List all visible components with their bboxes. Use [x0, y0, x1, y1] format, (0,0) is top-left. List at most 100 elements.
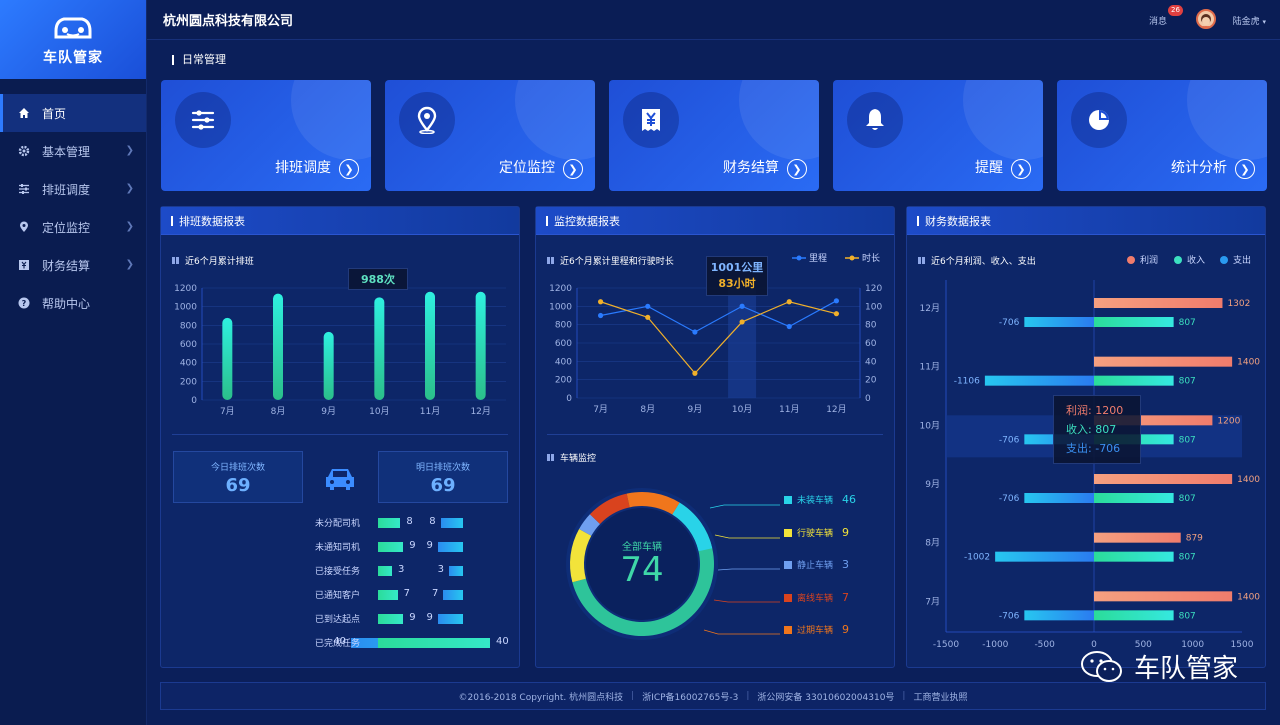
data-label-expense: -706	[999, 318, 1020, 328]
line-duration	[600, 301, 837, 375]
arrow-right-icon[interactable]: ❯	[563, 159, 583, 179]
monitor-subtitle: 近6个月累计里程和行驶时长	[547, 254, 674, 267]
y-tick-label: 600	[555, 339, 572, 349]
tooltip-income-value: 807	[1095, 423, 1117, 436]
status-value: 9	[842, 623, 850, 636]
row-left-bar	[437, 542, 463, 552]
bar-profit	[1094, 591, 1233, 602]
arrow-right-icon[interactable]: ❯	[339, 159, 359, 179]
legend-expense-label: 支出	[1233, 256, 1252, 266]
user-menu[interactable]: 陆金虎 ▾	[1233, 14, 1266, 27]
row-right-value: 40	[496, 636, 509, 647]
card-location[interactable]: 定位监控 ❯	[385, 80, 595, 191]
status-label: 过期车辆	[797, 626, 834, 636]
legend-profit: 利润	[1127, 253, 1158, 266]
card-scheduling[interactable]: 排班调度 ❯	[161, 80, 371, 191]
bar-profit	[1094, 532, 1181, 543]
footer-license-link[interactable]: 工商营业执照	[913, 692, 968, 703]
bar-income	[1094, 551, 1174, 562]
today-schedule-label: 今日排班次数	[210, 463, 265, 473]
donut-slice-highlight	[672, 502, 713, 552]
messages-button[interactable]: 消息 26	[1149, 5, 1183, 27]
legend-duration-label: 时长	[862, 254, 881, 264]
bar	[222, 317, 233, 400]
watermark: 车队管家	[1080, 648, 1238, 685]
monitor-panel-title: 监控数据报表	[536, 207, 894, 235]
sidebar-item-finance[interactable]: 财务结算 ❯	[0, 246, 146, 284]
point-mileage	[739, 303, 745, 309]
data-label-expense: -706	[999, 494, 1020, 504]
bar-expense	[1024, 610, 1094, 621]
x-tick-label: 8月	[640, 404, 655, 415]
schedule-status-row: 8 未分配司机 8	[160, 516, 520, 530]
status-value: 46	[842, 493, 857, 506]
status-swatch	[784, 593, 792, 602]
schedule-subtitle: 近6个月累计排班	[172, 254, 254, 267]
arrow-right-icon[interactable]: ❯	[787, 159, 807, 179]
leader-line	[714, 534, 780, 539]
arrow-right-icon[interactable]: ❯	[1235, 159, 1255, 179]
y-tick-label: 0	[566, 394, 572, 404]
vehicle-status-item: 行驶车辆 9	[784, 526, 849, 539]
card-finance[interactable]: 财务结算 ❯	[609, 80, 819, 191]
status-label: 静止车辆	[797, 561, 834, 571]
footer-police-link[interactable]: 浙公网安备 33010602004310号	[757, 692, 895, 703]
schedule-status-row: 9 未通知司机 9	[160, 540, 520, 554]
tooltip-expense-value: -706	[1095, 442, 1121, 455]
leader-line	[717, 568, 780, 571]
x-tick-label: 11月	[420, 406, 440, 417]
point-mileage	[597, 312, 604, 319]
card-reminder[interactable]: 提醒 ❯	[833, 80, 1043, 191]
sidebar-item-scheduling[interactable]: 排班调度 ❯	[0, 170, 146, 208]
location-pin-icon	[18, 221, 30, 233]
legend-income: 收入	[1174, 253, 1205, 266]
card-statistics[interactable]: 统计分析 ❯	[1057, 80, 1267, 191]
finance-panel-title: 财务数据报表	[907, 207, 1265, 235]
row-left-bar	[443, 590, 463, 600]
schedule-status-row: 7 已通知客户 7	[160, 588, 520, 602]
top-bar: 杭州圆点科技有限公司 消息 26 陆金虎 ▾	[147, 0, 1280, 40]
wechat-icon	[1080, 650, 1122, 682]
bar	[374, 297, 385, 400]
tomorrow-schedule-label: 明日排班次数	[415, 463, 470, 473]
sidebar: 车队管家 首页 基本管理 ❯ 排班调度 ❯ 定位监控 ❯ 财务结算 ❯ ? 帮助中心	[0, 0, 147, 725]
donut-value: 74	[620, 550, 664, 590]
x-tick-label: -1000	[982, 640, 1008, 650]
y-tick-label: 11月	[920, 362, 940, 373]
sidebar-item-help[interactable]: ? 帮助中心	[0, 284, 146, 322]
messages-badge: 26	[1167, 5, 1183, 16]
status-swatch	[784, 495, 792, 504]
sidebar-item-label: 排班调度	[42, 182, 91, 197]
y-tick-label: 400	[555, 357, 572, 367]
avatar[interactable]	[1196, 9, 1216, 29]
chevron-right-icon: ❯	[125, 221, 134, 232]
bar-profit	[1094, 415, 1213, 426]
footer-icp-link[interactable]: 浙ICP备16002765号-3	[642, 692, 739, 703]
x-tick-label: -1500	[933, 640, 959, 650]
sidebar-item-label: 基本管理	[42, 144, 91, 159]
home-icon	[18, 107, 30, 119]
divider	[172, 434, 508, 435]
svg-text:?: ?	[22, 299, 27, 308]
x-tick-label: 12月	[826, 404, 846, 415]
arrow-right-icon[interactable]: ❯	[1011, 159, 1031, 179]
data-label-income: 807	[1179, 611, 1196, 621]
x-tick-label: 7月	[220, 406, 235, 417]
data-label-profit: 879	[1186, 534, 1203, 544]
status-label: 未装车辆	[797, 496, 834, 506]
x-tick-label: 9月	[688, 404, 703, 415]
legend-income-label: 收入	[1187, 256, 1206, 266]
donut-label: 全部车辆	[622, 542, 662, 553]
vehicle-donut-chart	[566, 488, 718, 640]
sidebar-item-home[interactable]: 首页	[0, 94, 146, 132]
tooltip-duration: 83小时	[718, 277, 756, 290]
sidebar-item-location[interactable]: 定位监控 ❯	[0, 208, 146, 246]
sidebar-item-label: 财务结算	[42, 258, 91, 273]
yen-bill-icon	[18, 259, 30, 271]
sidebar-item-basic-management[interactable]: 基本管理 ❯	[0, 132, 146, 170]
logo[interactable]: 车队管家	[0, 0, 146, 79]
point-duration	[833, 311, 840, 317]
y2-tick-label: 120	[865, 284, 882, 294]
leader-line	[703, 629, 780, 635]
donut-leader-lines	[703, 504, 780, 635]
